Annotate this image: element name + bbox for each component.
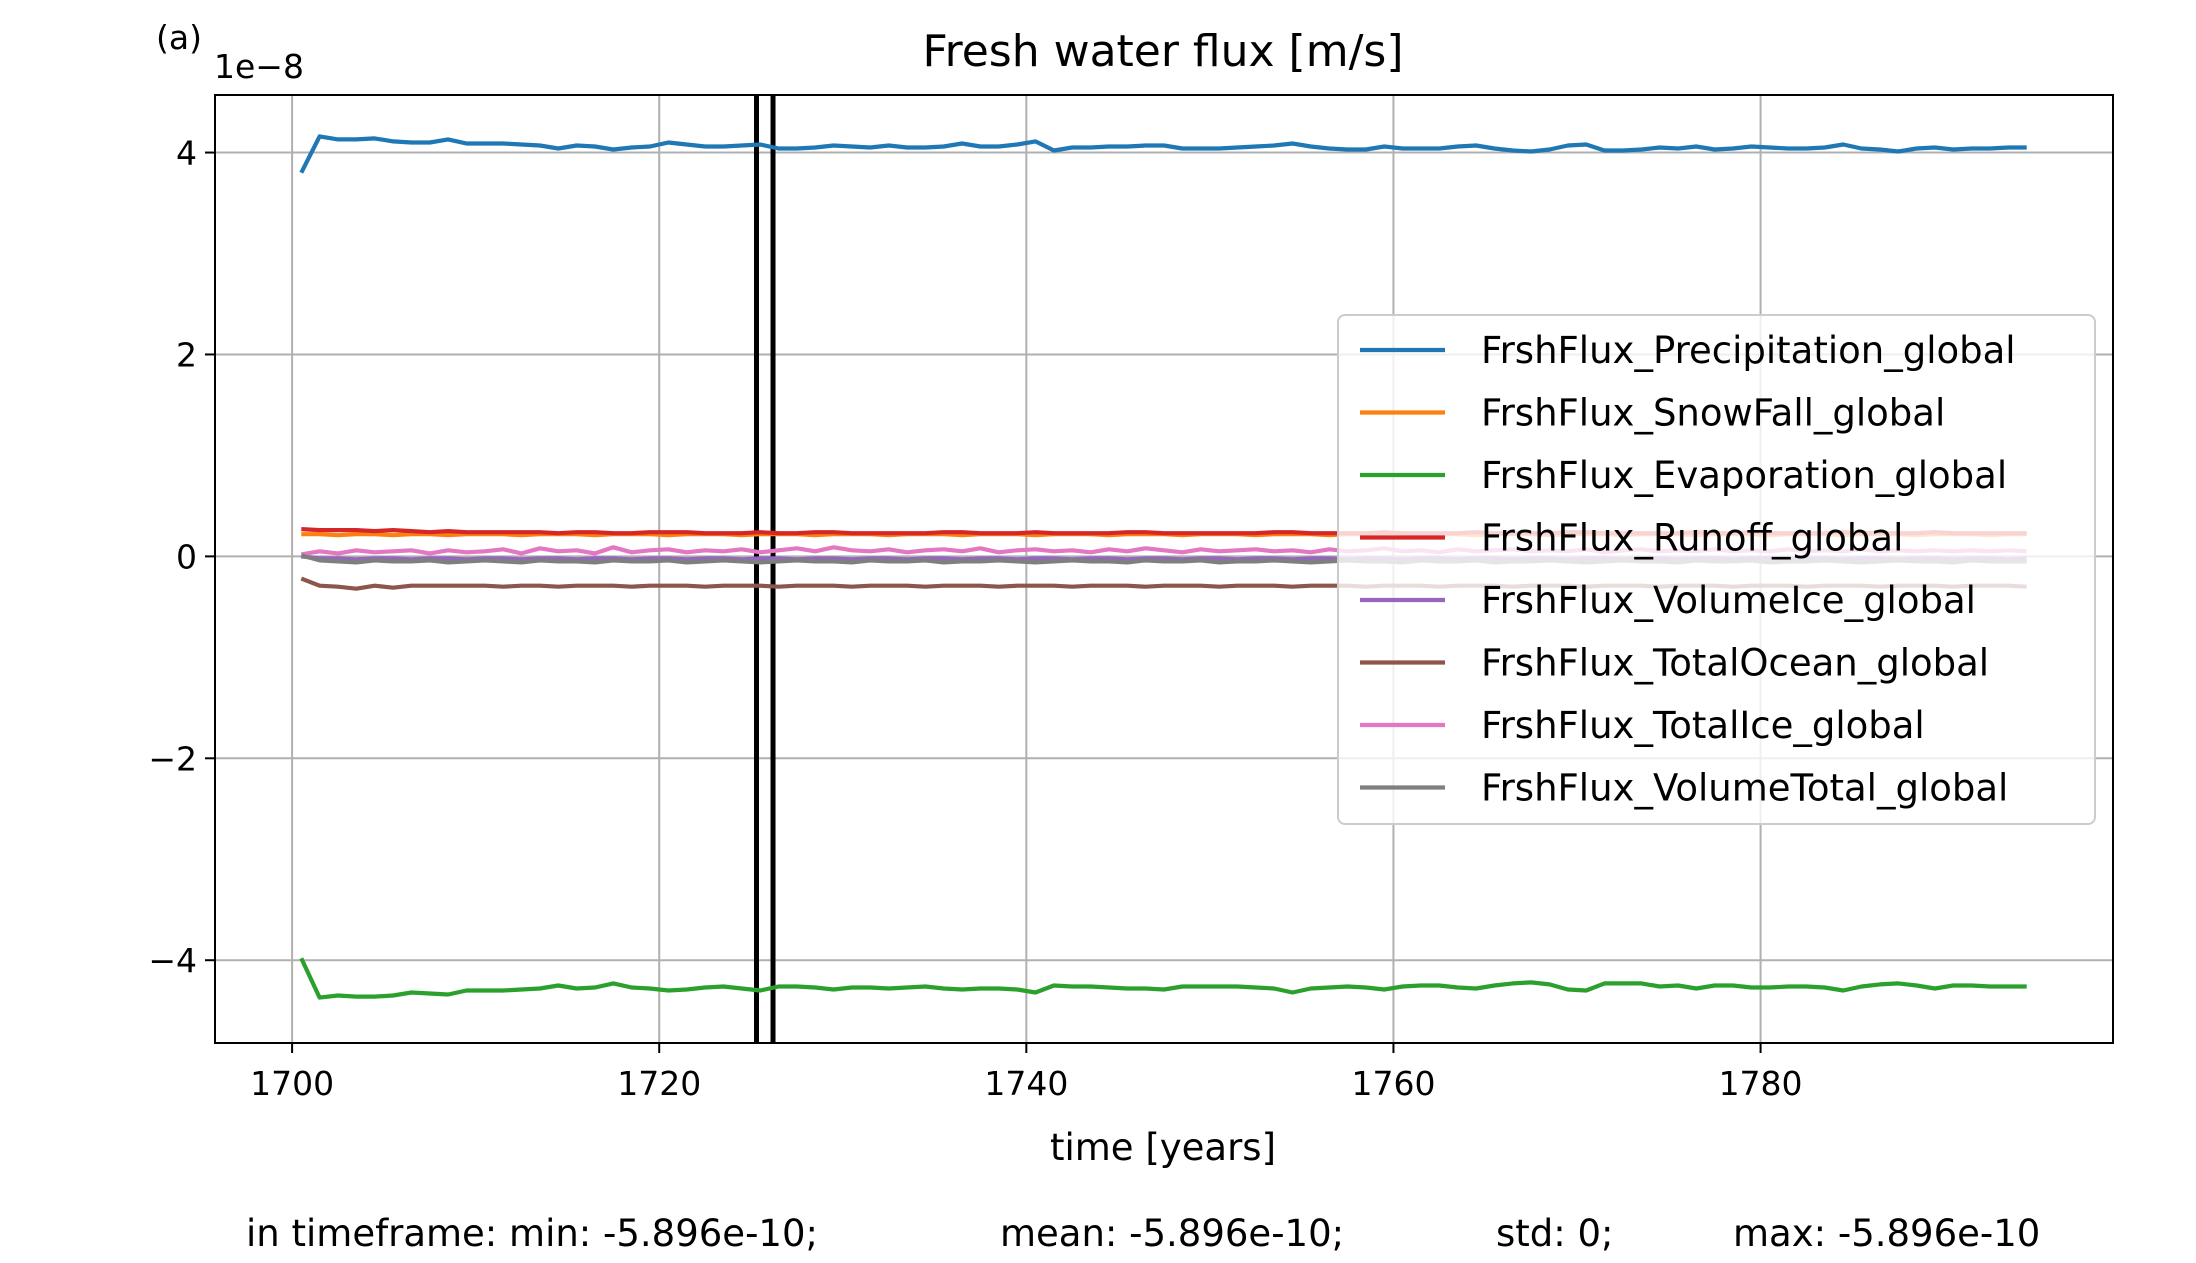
x-tick-label: 1700 — [250, 1064, 334, 1103]
legend-frame — [1337, 314, 2096, 825]
x-tick-label: 1760 — [1351, 1064, 1435, 1103]
stats-min: in timeframe: min: -5.896e-10; — [246, 1212, 818, 1255]
x-axis-ticks: 1700 1720 1740 1760 1780 — [250, 1043, 1803, 1103]
legend-label: FrshFlux_Runoff_global — [1481, 517, 1903, 560]
stats-std: std: 0; — [1496, 1212, 1614, 1255]
y-tick-label: 0 — [176, 537, 197, 576]
series-line-frshflux-precipitation-global — [299, 134, 2027, 174]
panel-label: (a) — [156, 18, 202, 57]
y-tick-label: −4 — [148, 941, 197, 980]
legend-label: FrshFlux_TotalOcean_global — [1481, 642, 1989, 685]
y-axis-ticks: −4 −2 0 2 4 — [148, 134, 215, 980]
legend: FrshFlux_Precipitation_global FrshFlux_Sn… — [1337, 314, 2096, 825]
y-tick-label: −2 — [148, 739, 197, 778]
x-tick-label: 1720 — [617, 1064, 701, 1103]
series-line-frshflux-evaporation-global — [299, 957, 2027, 1000]
plot-frame — [214, 94, 2114, 1044]
stats-line: in timeframe: min: -5.896e-10; mean: -5.… — [246, 1212, 2040, 1255]
x-axis-label: time [years] — [1050, 1126, 1276, 1169]
legend-label: FrshFlux_Evaporation_global — [1481, 454, 2007, 497]
vertical-markers — [753, 95, 776, 1043]
y-scale-label: 1e−8 — [214, 47, 304, 86]
chart-title: Fresh water flux [m/s] — [922, 26, 1403, 77]
legend-label: FrshFlux_Precipitation_global — [1481, 329, 2016, 372]
legend-label: FrshFlux_VolumeTotal_global — [1481, 767, 2008, 810]
y-tick-label: 2 — [176, 335, 197, 374]
legend-label: FrshFlux_TotalIce_global — [1481, 704, 1925, 747]
x-tick-label: 1740 — [984, 1064, 1068, 1103]
legend-label: FrshFlux_VolumeIce_global — [1481, 579, 1976, 622]
stats-max: max: -5.896e-10 — [1733, 1212, 2040, 1255]
legend-label: FrshFlux_SnowFall_global — [1481, 392, 1945, 435]
stats-mean: mean: -5.896e-10; — [1000, 1212, 1344, 1255]
y-tick-label: 4 — [176, 134, 197, 173]
x-tick-label: 1780 — [1719, 1064, 1803, 1103]
